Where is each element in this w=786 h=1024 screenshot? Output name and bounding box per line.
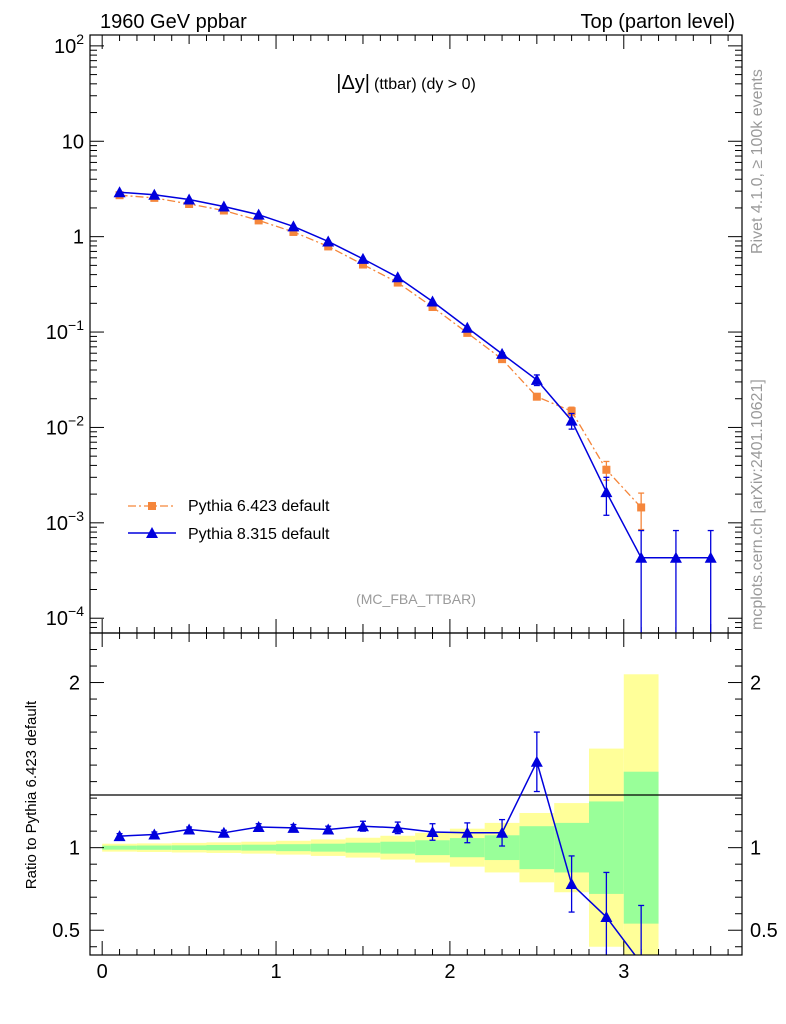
data-point-triangle — [356, 252, 369, 264]
ratio-data-point-triangle — [530, 755, 543, 767]
data-point-square — [254, 216, 263, 225]
data-point-triangle — [391, 271, 404, 283]
x-tick-label: 2 — [444, 961, 455, 983]
legend-label-pythia8: Pythia 8.315 default — [188, 526, 330, 543]
data-point-triangle — [704, 551, 717, 563]
ratio-plot-panel: 2 2 1 1 0.5 0.5 0 1 2 3 Ratio to Pythia 6.423 def… — [23, 632, 778, 983]
plot-title-sub: (ttbar) (dy > 0) — [374, 76, 476, 93]
data-point-square — [602, 465, 611, 474]
ratio-data-point-triangle — [461, 826, 474, 838]
data-point-triangle — [496, 347, 509, 359]
series-line-pythia8 — [119, 191, 711, 559]
ratio-data-point-triangle — [356, 820, 369, 832]
uncertainty-band-1sigma — [102, 845, 137, 850]
mcplots-site-label: mcplots.cern.ch [arXiv:2401.10621] — [749, 379, 766, 630]
ratio-data-point-triangle — [600, 911, 613, 923]
ratio-data-point-triangle — [322, 823, 335, 835]
ratio-y-tick-label: 0.5 — [52, 920, 80, 942]
ratio-series-line — [119, 759, 636, 955]
series-line-pythia6 — [119, 194, 642, 508]
uncertainty-band-1sigma — [171, 845, 207, 850]
legend-marker-triangle — [146, 527, 158, 538]
ratio-data-point-triangle — [565, 877, 578, 889]
data-point-triangle — [426, 295, 439, 307]
data-point-triangle — [148, 188, 161, 200]
uncertainty-band-1sigma — [310, 843, 346, 852]
uncertainty-band-1sigma — [136, 845, 172, 850]
uncertainty-band-1sigma — [380, 841, 416, 854]
ratio-data-point-triangle — [391, 821, 404, 833]
legend: Pythia 6.423 default Pythia 8.315 defaul… — [128, 498, 330, 543]
ratio-data-point-triangle — [635, 957, 647, 968]
ratio-data-point-triangle — [148, 828, 161, 840]
header-right: Top (parton level) — [580, 11, 735, 33]
y-tick-label: 10 — [62, 131, 84, 153]
data-point-triangle — [217, 200, 230, 212]
uncertainty-band-1sigma — [449, 838, 485, 858]
ratio-plot-frame — [89, 632, 743, 956]
data-point-triangle — [530, 373, 543, 385]
uncertainty-band-1sigma — [241, 844, 277, 851]
x-tick-label: 1 — [270, 961, 281, 983]
ratio-data-point-triangle — [113, 830, 126, 842]
data-point-triangle — [252, 208, 265, 220]
data-point-triangle — [565, 414, 578, 426]
header-left: 1960 GeV ppbar — [100, 11, 247, 33]
rivet-version-label: Rivet 4.1.0, ≥ 100k events — [749, 69, 766, 254]
data-point-square — [358, 260, 367, 269]
legend-marker-square — [148, 502, 156, 510]
ratio-y-axis-label: Ratio to Pythia 6.423 default — [23, 700, 40, 889]
data-point-triangle — [461, 321, 474, 333]
y-tick-label: 102 — [54, 31, 84, 58]
main-plot-frame — [89, 34, 743, 634]
analysis-label: (MC_FBA_TTBAR) — [356, 591, 476, 607]
ratio-y-tick-label: 1 — [69, 838, 80, 860]
main-plot-panel: 102 10 1 10−1 10−2 10−3 10−4 |Δy| (ttbar) (dy … — [46, 31, 743, 634]
ratio-y-tick-label: 2 — [69, 673, 80, 695]
y-tick-label: 10−2 — [46, 412, 84, 439]
ratio-data-point-triangle — [252, 821, 265, 833]
ratio-data-point-triangle — [426, 825, 439, 837]
data-point-triangle — [600, 486, 613, 498]
uncertainty-band-1sigma — [345, 842, 381, 853]
data-point-triangle — [287, 220, 300, 232]
data-point-square — [532, 392, 541, 401]
data-point-triangle — [113, 186, 126, 198]
plot-title-main: |Δy| — [336, 72, 370, 94]
ratio-data-point-triangle — [217, 826, 230, 838]
uncertainty-band-1sigma — [623, 771, 659, 924]
x-tick-label: 0 — [97, 961, 108, 983]
uncertainty-band-1sigma — [276, 844, 311, 852]
ratio-y-tick-label-right: 2 — [750, 673, 761, 695]
ratio-series-group — [113, 731, 647, 968]
data-point-square — [393, 278, 402, 287]
data-point-square — [428, 303, 437, 312]
legend-label-pythia6: Pythia 6.423 default — [188, 498, 330, 515]
uncertainty-band-1sigma — [415, 840, 450, 856]
data-point-triangle — [322, 235, 335, 247]
data-point-triangle — [669, 551, 682, 563]
y-tick-label: 1 — [73, 227, 84, 249]
data-point-square — [289, 227, 298, 236]
x-tick-label: 3 — [618, 961, 629, 983]
data-point-triangle — [635, 551, 648, 563]
uncertainty-band-1sigma — [519, 826, 555, 870]
data-point-square — [498, 355, 507, 364]
y-tick-label: 10−4 — [46, 603, 84, 630]
data-point-square — [637, 503, 646, 512]
ratio-data-point-triangle — [496, 826, 509, 838]
ratio-data-point-triangle — [183, 823, 196, 835]
data-point-square — [567, 407, 576, 416]
uncertainty-band-1sigma — [206, 845, 242, 851]
ratio-y-tick-label-right: 1 — [750, 838, 761, 860]
data-point-triangle — [183, 193, 196, 205]
ratio-data-point-triangle — [287, 821, 300, 833]
data-point-square — [463, 328, 472, 337]
ratio-y-tick-label-right: 0.5 — [750, 920, 778, 942]
y-tick-label: 10−1 — [46, 317, 84, 344]
y-tick-label: 10−3 — [46, 508, 84, 535]
